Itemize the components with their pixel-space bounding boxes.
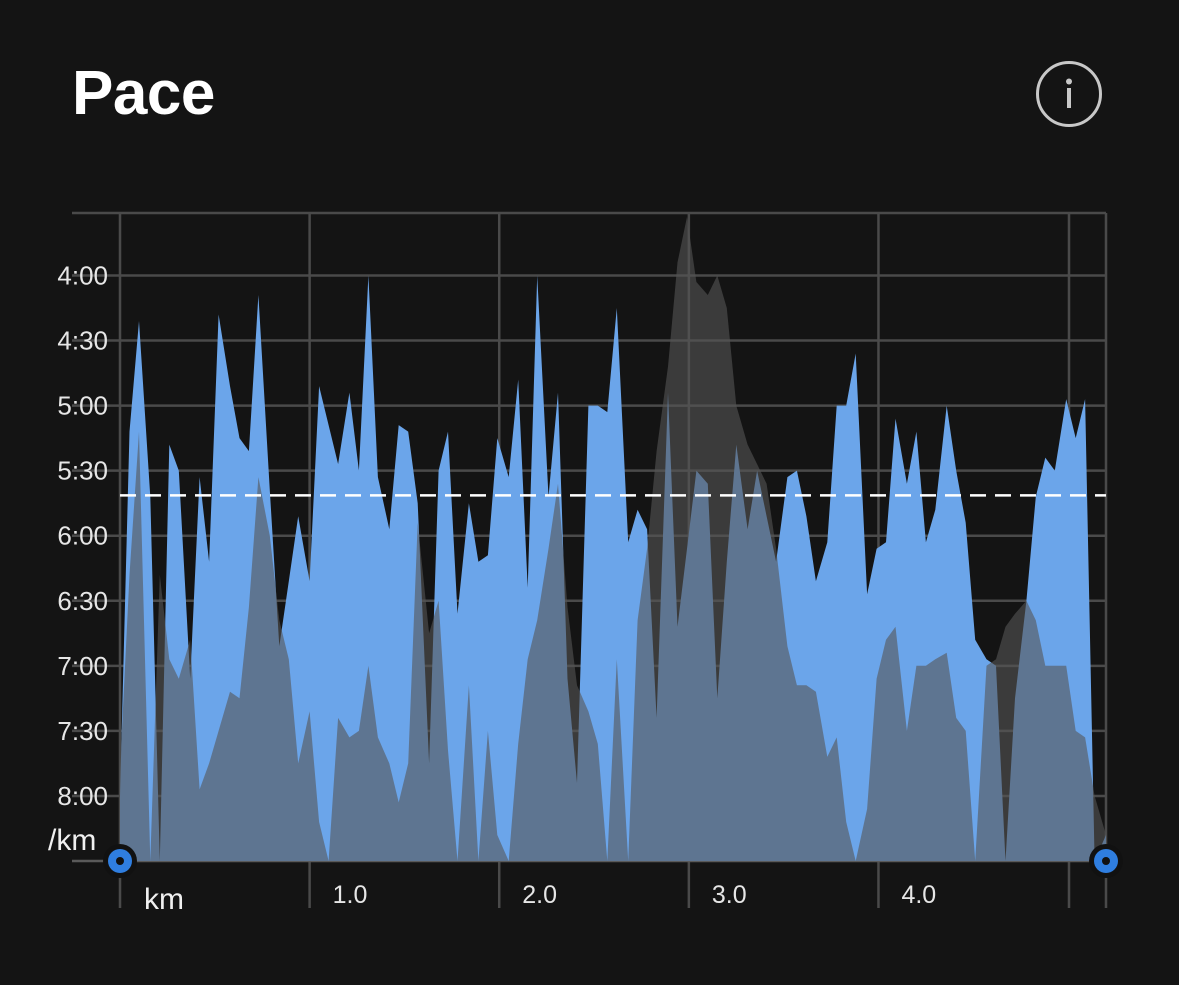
y-tick-label: 7:00 xyxy=(57,651,108,681)
x-tick-label: 4.0 xyxy=(901,881,936,909)
y-tick-label: 6:30 xyxy=(57,586,108,616)
y-tick-label: 4:30 xyxy=(57,326,108,356)
info-button[interactable] xyxy=(1036,61,1102,127)
y-tick-label: 4:00 xyxy=(57,260,108,290)
range-end-handle[interactable] xyxy=(1089,844,1123,878)
y-tick-label: 5:00 xyxy=(57,391,108,421)
chart-areas xyxy=(120,216,1106,861)
series-secondary-area xyxy=(120,216,1106,861)
y-tick-label: 6:00 xyxy=(57,521,108,551)
x-tick-label: 2.0 xyxy=(522,881,557,909)
x-tick-label: 3.0 xyxy=(712,881,747,909)
page-title: Pace xyxy=(72,59,215,128)
x-tick-label: 1.0 xyxy=(333,881,368,909)
range-end-handle-dot xyxy=(1102,857,1110,865)
x-axis-unit-label: km xyxy=(144,883,184,916)
range-start-handle-dot xyxy=(116,857,124,865)
y-axis-unit-label: /km xyxy=(48,824,96,857)
y-tick-label: 7:30 xyxy=(57,716,108,746)
y-tick-label: 8:00 xyxy=(57,781,108,811)
chart-labels: 4:00 4:30 5:00 5:30 6:00 6:30 7:00 7:30 8:00 1.0 2… xyxy=(48,260,936,916)
range-start-handle[interactable] xyxy=(103,844,137,878)
chart-overlays xyxy=(103,494,1123,878)
info-icon xyxy=(1066,78,1072,108)
y-tick-label: 5:30 xyxy=(57,456,108,486)
